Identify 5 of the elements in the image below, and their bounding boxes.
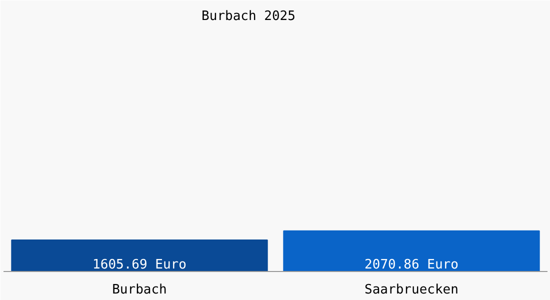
x-tick-label: Burbach bbox=[112, 282, 167, 298]
data-label: 1605.69 Euro bbox=[92, 258, 186, 272]
text: Burbach 2025 bbox=[202, 9, 296, 24]
x-tick-label: Saarbruecken bbox=[364, 282, 458, 298]
data-label: 2070.86 Euro bbox=[364, 258, 458, 272]
